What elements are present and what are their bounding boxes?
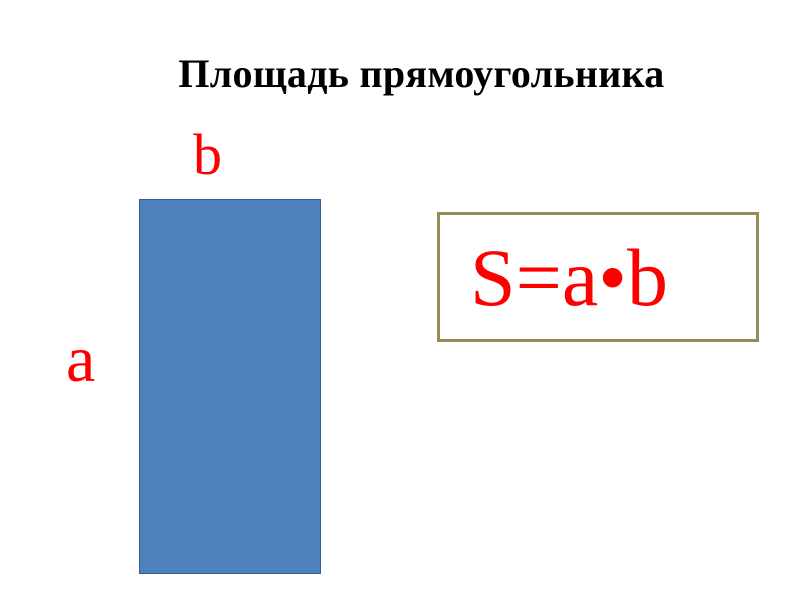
area-formula: S=a•b (470, 232, 668, 323)
side-a-label: a (66, 323, 96, 396)
slide-title: Площадь прямоугольника (178, 51, 665, 96)
rectangle-shape (139, 199, 321, 574)
side-b-label: b (193, 122, 222, 187)
formula-box: S=a•b (437, 212, 759, 342)
